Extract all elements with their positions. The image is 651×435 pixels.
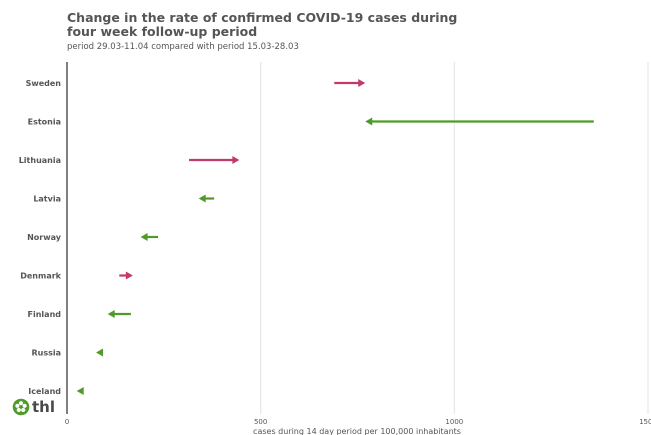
x-tick-labels: 0 500 1000 1500: [65, 418, 651, 426]
category-label-sweden: Sweden: [26, 79, 62, 88]
arrow-head-denmark: [125, 271, 133, 280]
arrow-head-latvia: [198, 194, 206, 203]
arrow-head-iceland: [76, 387, 84, 395]
arrow-head-norway: [140, 233, 148, 241]
x-tick-label-1000: 1000: [445, 418, 463, 426]
logo-text: thl: [32, 398, 55, 416]
arrow-russia: [96, 348, 104, 357]
arrow-norway: [140, 233, 159, 241]
arrow-head-russia: [96, 348, 104, 357]
category-label-lithuania: Lithuania: [19, 156, 61, 165]
category-label-estonia: Estonia: [28, 118, 61, 127]
arrow-latvia: [198, 194, 215, 203]
arrow-estonia: [365, 117, 594, 126]
arrow-head-estonia: [365, 117, 373, 126]
x-tick-label-500: 500: [254, 418, 267, 426]
x-tick-label-0: 0: [65, 418, 69, 426]
chart-title: Change in the rate of confirmed COVID-19…: [67, 10, 458, 39]
arrow-lithuania: [189, 156, 240, 164]
arrow-head-sweden: [358, 79, 366, 87]
arrow-head-lithuania: [232, 156, 240, 164]
category-label-finland: Finland: [28, 310, 62, 319]
category-label-latvia: Latvia: [33, 195, 61, 204]
category-labels: Sweden Estonia Lithuania Latvia Norway Denmar…: [19, 79, 62, 396]
category-label-russia: Russia: [31, 349, 61, 358]
arrow-sweden: [334, 79, 366, 87]
arrow-iceland: [76, 387, 84, 395]
category-label-denmark: Denmark: [20, 272, 61, 281]
chart-subtitle: period 29.03-11.04 compared with period …: [67, 42, 299, 52]
arrow-head-finland: [107, 310, 115, 318]
arrow-finland: [107, 310, 131, 318]
gridlines: [260, 62, 649, 414]
category-label-iceland: Iceland: [28, 387, 61, 396]
x-axis-label: cases during 14 day period per 100,000 i…: [253, 427, 461, 435]
category-label-norway: Norway: [27, 233, 62, 242]
arrow-denmark: [119, 271, 133, 280]
thl-flower-icon: [12, 398, 30, 416]
x-tick-label-1500: 1500: [639, 418, 651, 426]
thl-logo: thl: [12, 398, 55, 416]
arrows: [76, 79, 594, 395]
